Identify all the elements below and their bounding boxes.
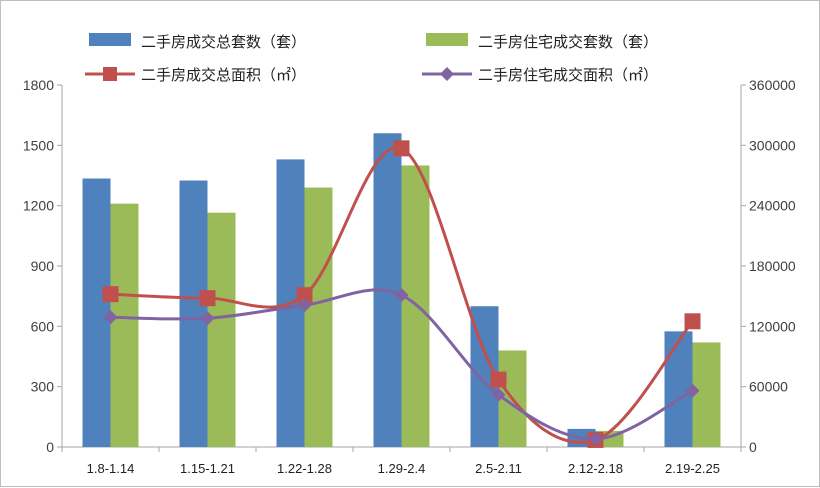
bar-residential-units	[304, 187, 333, 448]
x-tick-label: 2.5-2.11	[475, 461, 522, 476]
x-tick-label: 2.19-2.25	[665, 461, 720, 476]
bar-total-units	[179, 180, 208, 447]
legend-label: 二手房住宅成交套数（套）	[478, 33, 658, 51]
left-tick-label: 0	[46, 439, 54, 455]
right-tick-label: 0	[749, 439, 757, 455]
marker-total-area	[490, 371, 507, 388]
bar-total-units	[82, 178, 111, 447]
axes: 1800 1500 1200 900 600 300 0 360000 300000 240000…	[23, 77, 796, 476]
marker-residential-area	[200, 311, 215, 326]
legend-marker-residential-area	[440, 67, 454, 81]
right-tick-label: 60000	[749, 379, 788, 395]
x-tick-label: 2.12-2.18	[568, 461, 623, 476]
legend-swatch-residential-units	[426, 33, 468, 46]
legend-label: 二手房成交总套数（套）	[141, 33, 306, 51]
left-tick-label: 900	[31, 258, 55, 274]
marker-total-area	[102, 286, 119, 303]
right-tick-label: 180000	[749, 258, 796, 274]
x-tick-label: 1.29-2.4	[378, 461, 426, 476]
marker-total-area	[684, 313, 701, 330]
marker-total-area	[199, 290, 216, 307]
bar-residential-units	[110, 203, 139, 447]
right-tick-label: 120000	[749, 318, 796, 334]
marker-total-area	[393, 140, 410, 157]
right-tick-label: 360000	[749, 77, 796, 93]
marker-residential-area	[394, 288, 409, 303]
right-tick-label: 300000	[749, 137, 796, 153]
right-tick-label: 240000	[749, 198, 796, 214]
marker-residential-area	[103, 310, 118, 325]
x-tick-label: 1.15-1.21	[180, 461, 235, 476]
marker-residential-area	[297, 298, 312, 313]
x-tick-label: 1.8-1.14	[87, 461, 135, 476]
lines	[102, 140, 701, 448]
left-tick-label: 1200	[23, 198, 54, 214]
bar-residential-units	[207, 212, 236, 447]
legend-marker-total-area	[103, 67, 117, 81]
left-tick-label: 1800	[23, 77, 54, 93]
left-tick-label: 600	[31, 318, 55, 334]
legend: 二手房成交总套数（套） 二手房住宅成交套数（套） 二手房成交总面积（㎡） 二手房住宅成…	[85, 33, 658, 84]
bar-residential-units	[401, 165, 430, 447]
left-tick-label: 300	[31, 379, 55, 395]
legend-label: 二手房成交总面积（㎡）	[141, 66, 306, 84]
x-tick-label: 1.22-1.28	[277, 461, 332, 476]
marker-residential-area	[588, 431, 603, 446]
legend-label: 二手房住宅成交面积（㎡）	[478, 66, 658, 84]
marker-residential-area	[685, 383, 700, 398]
marker-residential-area	[491, 387, 506, 402]
bar-residential-units	[692, 342, 721, 447]
left-tick-label: 1500	[23, 137, 54, 153]
legend-swatch-total-units	[89, 33, 131, 46]
